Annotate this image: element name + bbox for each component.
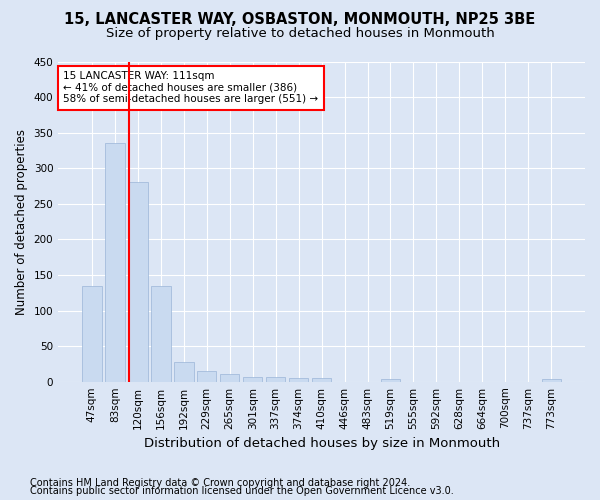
Bar — [128, 182, 148, 382]
Text: Contains public sector information licensed under the Open Government Licence v3: Contains public sector information licen… — [30, 486, 454, 496]
Bar — [151, 286, 170, 382]
Text: 15, LANCASTER WAY, OSBASTON, MONMOUTH, NP25 3BE: 15, LANCASTER WAY, OSBASTON, MONMOUTH, N… — [64, 12, 536, 28]
Y-axis label: Number of detached properties: Number of detached properties — [15, 128, 28, 314]
Bar — [289, 378, 308, 382]
Bar — [542, 379, 561, 382]
Bar — [82, 286, 101, 382]
Bar — [312, 378, 331, 382]
Bar — [105, 144, 125, 382]
Bar — [243, 376, 262, 382]
Bar — [197, 371, 217, 382]
X-axis label: Distribution of detached houses by size in Monmouth: Distribution of detached houses by size … — [143, 437, 500, 450]
Text: Size of property relative to detached houses in Monmouth: Size of property relative to detached ho… — [106, 28, 494, 40]
Bar — [266, 378, 286, 382]
Bar — [381, 379, 400, 382]
Text: Contains HM Land Registry data © Crown copyright and database right 2024.: Contains HM Land Registry data © Crown c… — [30, 478, 410, 488]
Bar — [220, 374, 239, 382]
Bar — [174, 362, 194, 382]
Text: 15 LANCASTER WAY: 111sqm
← 41% of detached houses are smaller (386)
58% of semi-: 15 LANCASTER WAY: 111sqm ← 41% of detach… — [64, 71, 319, 104]
